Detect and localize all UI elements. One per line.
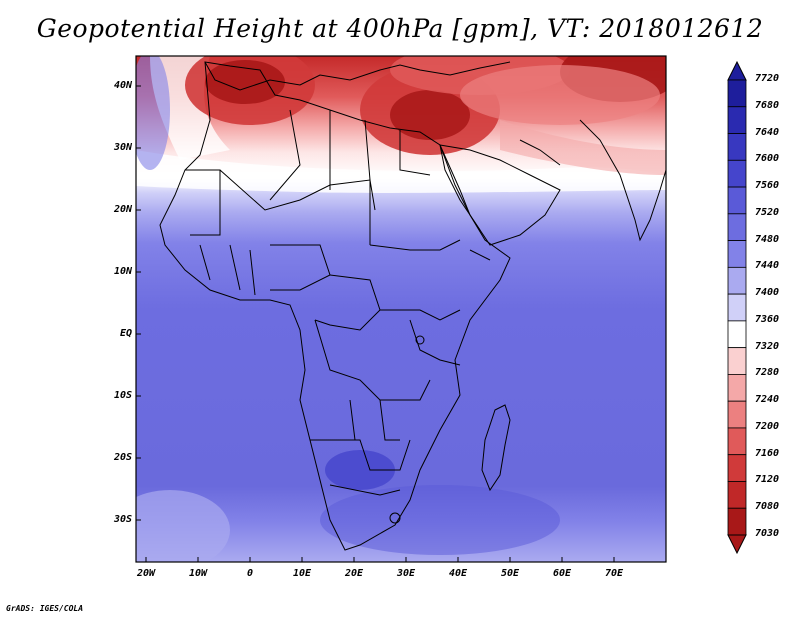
- colorbar-segment: [727, 347, 747, 375]
- colorbar-segment: [727, 186, 747, 215]
- lon-label-0: 0: [246, 568, 254, 579]
- colorbar-level-label: 7680: [755, 99, 780, 111]
- colorbar-segment: [727, 427, 747, 456]
- colorbar-level-label: 7160: [755, 447, 780, 459]
- colorbar-level-label: 7400: [755, 287, 780, 299]
- colorbar-segment: [727, 240, 747, 268]
- lat-label-30n: 30N: [113, 142, 132, 153]
- colorbar-segment: [727, 266, 747, 295]
- colorbar-segment: [727, 454, 747, 482]
- colorbar-level-label: 7240: [755, 394, 780, 406]
- colorbar-segment: [727, 507, 747, 536]
- colorbar-segment: [727, 374, 747, 402]
- colorbar-segment: [727, 213, 747, 241]
- colorbar-segment: [727, 481, 747, 509]
- lat-label-eq: EQ: [119, 328, 132, 339]
- lon-label-70e: 70E: [604, 568, 624, 579]
- lat-label-40n: 40N: [113, 80, 132, 91]
- coastlines: [159, 61, 666, 551]
- colorbar-level-label: 7320: [755, 340, 780, 352]
- lat-label-10s: 10S: [113, 390, 132, 401]
- colorbar-level-label: 7030: [755, 528, 780, 539]
- colorbar-level-label: 7560: [755, 180, 780, 192]
- lon-label-20e: 20E: [344, 568, 364, 579]
- colorbar-level-label: 7720: [755, 73, 780, 84]
- colorbar-level-label: 7080: [755, 501, 780, 513]
- lon-label-10e: 10E: [292, 568, 312, 579]
- chart-title: Geopotential Height at 400hPa [gpm], VT:…: [36, 14, 764, 43]
- credit-text: GrADS: IGES/COLA: [6, 604, 84, 613]
- colorbar-level-label: 7480: [755, 233, 780, 245]
- colorbar-segment: [727, 106, 747, 134]
- colorbar-level-label: 7520: [755, 206, 780, 218]
- colorbar-level-label: 7600: [755, 153, 780, 165]
- lon-label-40e: 40E: [448, 568, 468, 579]
- lat-label-20n: 20N: [113, 204, 132, 215]
- colorbar-segment: [727, 79, 747, 108]
- colorbar-level-label: 7200: [755, 420, 780, 432]
- colorbar-segment: [727, 400, 747, 429]
- lat-label-10n: 10N: [113, 266, 132, 277]
- colorbar-segment: [727, 320, 747, 349]
- lon-label-60e: 60E: [552, 568, 572, 579]
- lon-label-10w: 10W: [188, 568, 208, 579]
- colorbar: [727, 60, 747, 555]
- lon-label-20w: 20W: [136, 568, 156, 579]
- colorbar-segment: [727, 159, 747, 188]
- field-shading: [136, 56, 666, 562]
- colorbar-segment: [727, 133, 747, 161]
- lon-label-50e: 50E: [500, 568, 520, 579]
- lat-label-30s: 30S: [113, 514, 132, 525]
- colorbar-level-label: 7120: [755, 474, 780, 486]
- plot-frame: [135, 55, 667, 563]
- colorbar-level-label: 7440: [755, 260, 780, 272]
- colorbar-bottom-arrow: [727, 534, 747, 555]
- axis-ticks: [136, 85, 615, 562]
- colorbar-level-label: 7280: [755, 367, 780, 379]
- lat-label-20s: 20S: [113, 452, 132, 463]
- colorbar-segment: [727, 293, 747, 322]
- lon-label-30e: 30E: [396, 568, 416, 579]
- colorbar-level-label: 7640: [755, 126, 780, 138]
- colorbar-top-arrow: [727, 60, 747, 81]
- colorbar-level-label: 7360: [755, 313, 780, 325]
